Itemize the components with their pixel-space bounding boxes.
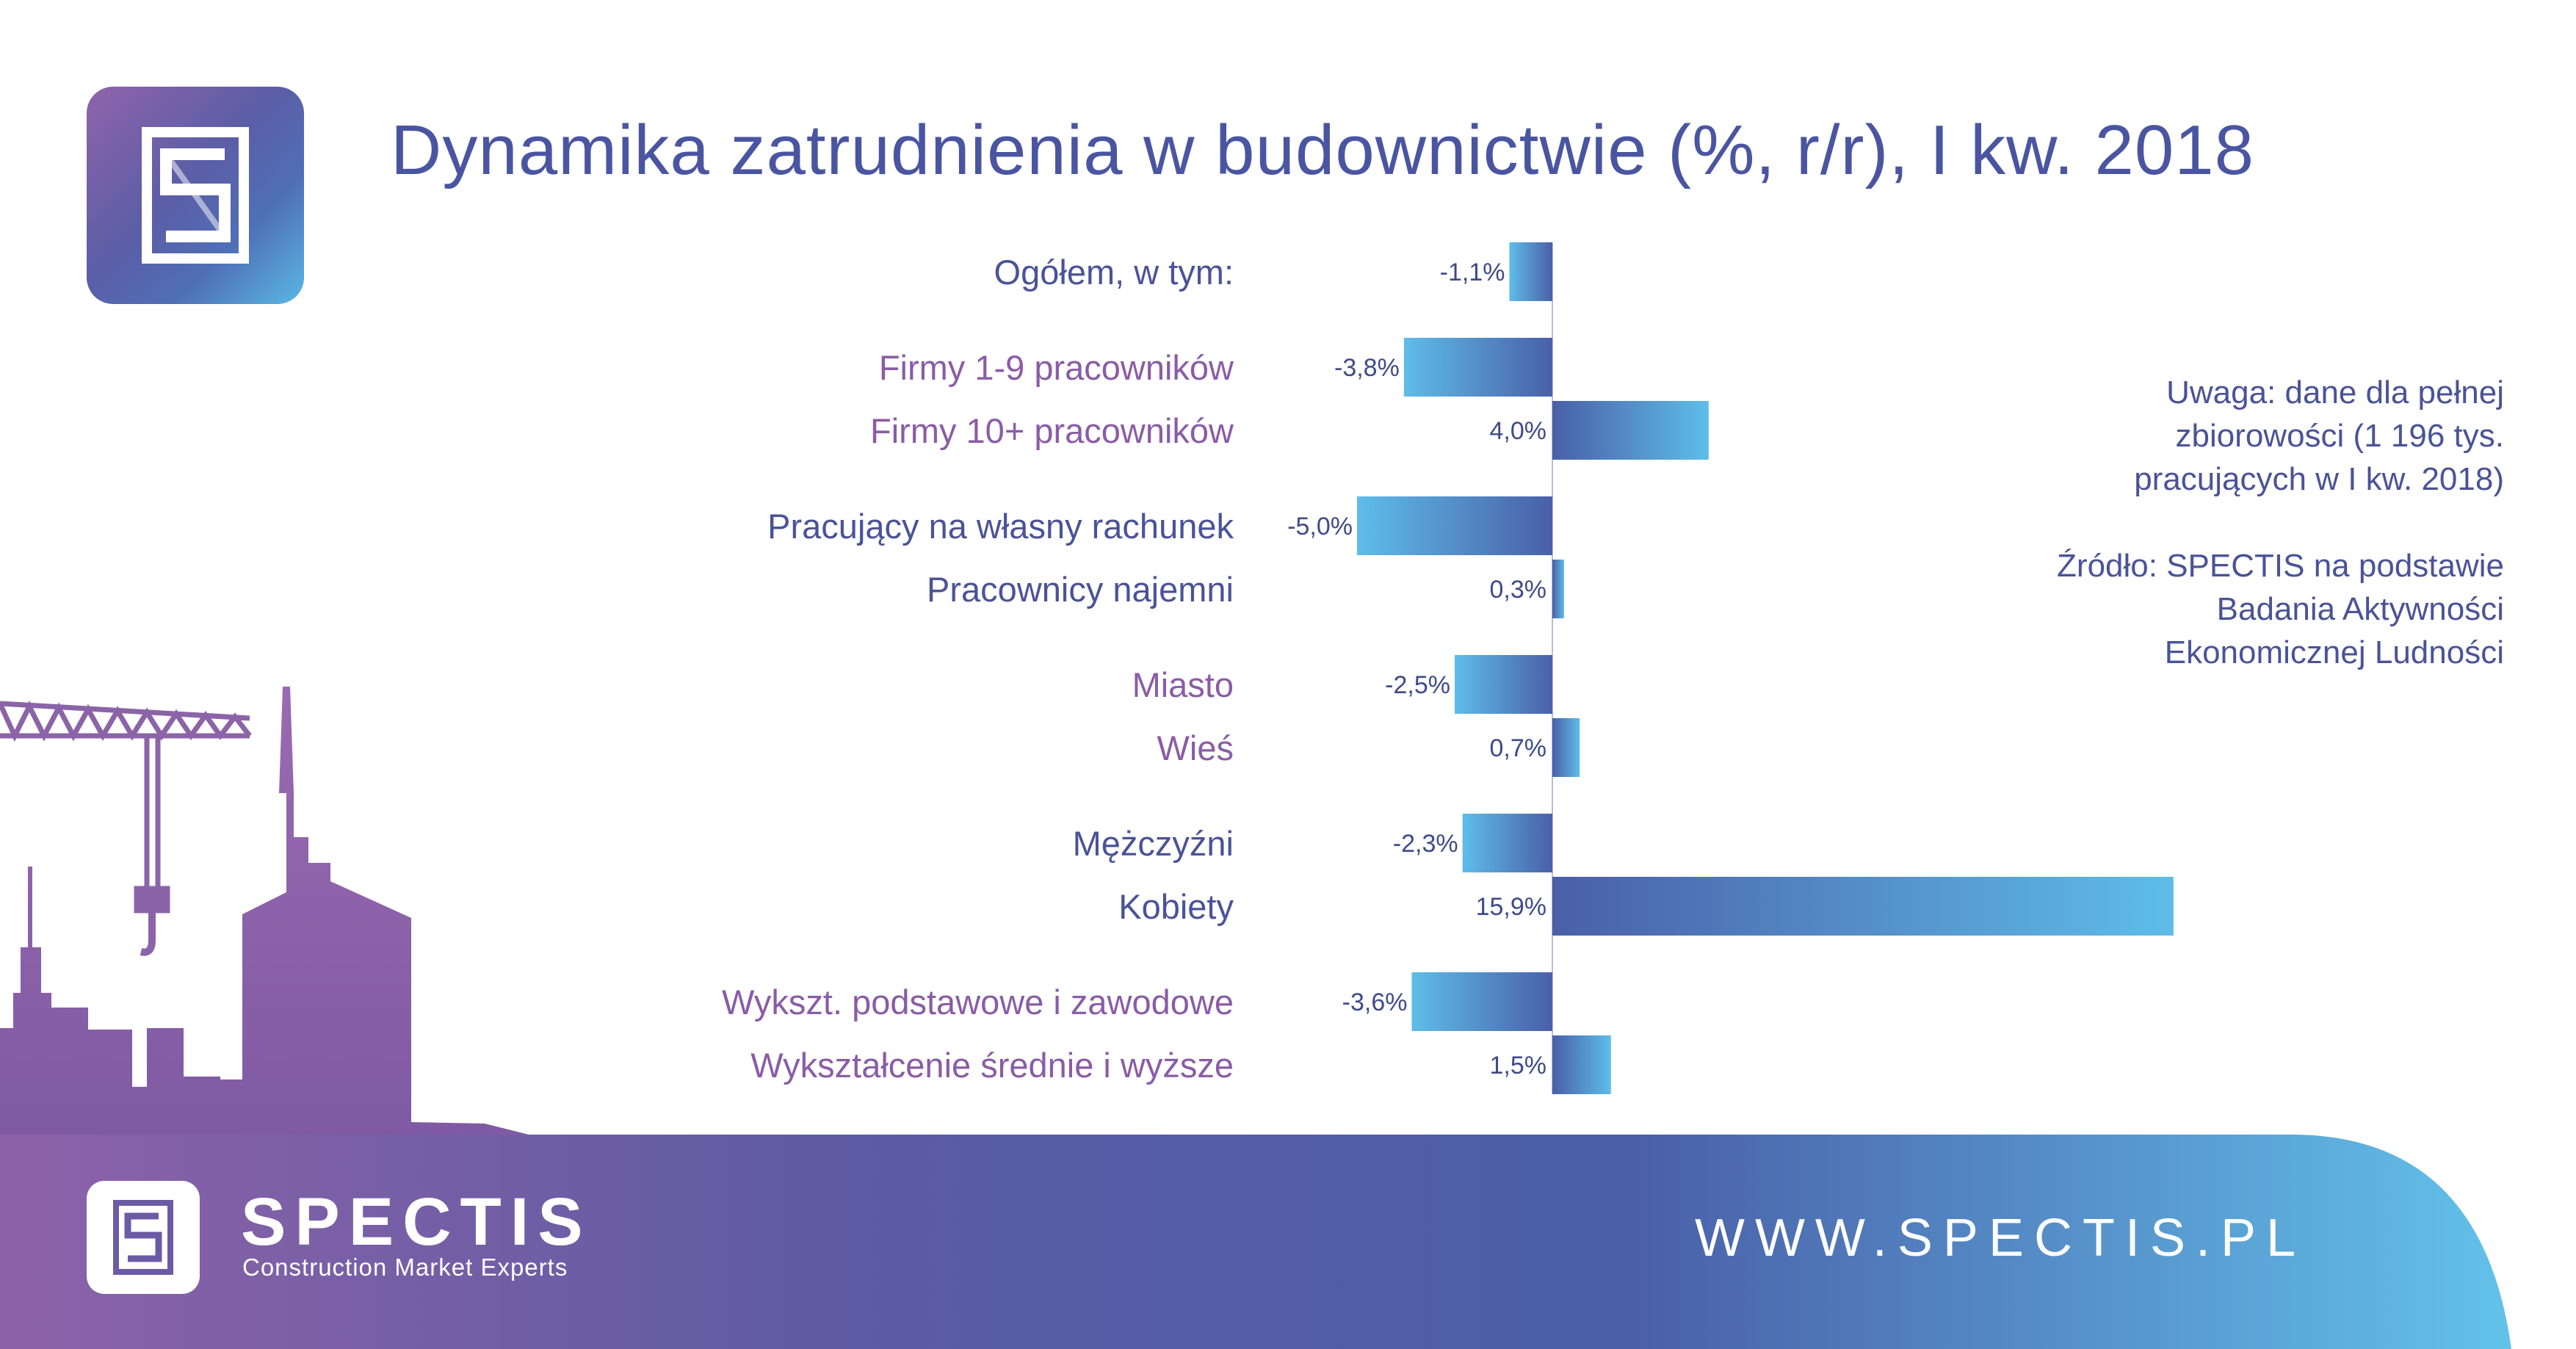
category-label: Pracujący na własny rachunek bbox=[767, 507, 1234, 546]
bar bbox=[1462, 814, 1552, 872]
data-label: -3,6% bbox=[1342, 988, 1408, 1016]
footer-bar bbox=[0, 1135, 2511, 1349]
source-line: Badania Aktywności bbox=[2216, 591, 2504, 627]
data-label: 15,9% bbox=[1476, 893, 1546, 921]
category-label: Firmy 1-9 pracowników bbox=[879, 348, 1234, 387]
data-label: -3,8% bbox=[1334, 354, 1400, 382]
source-line: Ekonomicznej Ludności bbox=[2164, 634, 2504, 670]
source-line: Źródło: SPECTIS na podstawie bbox=[2057, 548, 2504, 584]
data-label: -2,5% bbox=[1385, 671, 1450, 699]
category-label: Ogółem, w tym: bbox=[994, 253, 1234, 292]
category-label: Miasto bbox=[1132, 665, 1234, 704]
data-label: 1,5% bbox=[1490, 1052, 1547, 1079]
bar bbox=[1455, 655, 1552, 714]
data-label: -1,1% bbox=[1440, 258, 1505, 286]
bar bbox=[1552, 560, 1564, 618]
bar bbox=[1357, 496, 1552, 555]
category-label: Wieś bbox=[1157, 728, 1234, 767]
website-link[interactable]: WWW.SPECTIS.PL bbox=[1695, 1209, 2307, 1267]
category-label: Wykształcenie średnie i wyższe bbox=[750, 1046, 1234, 1085]
spectis-small-logo bbox=[87, 1181, 200, 1294]
buildings-icon bbox=[0, 687, 529, 1135]
bar bbox=[1552, 1035, 1611, 1094]
bar bbox=[1411, 972, 1552, 1031]
note-line: zbiorowości (1 196 tys. bbox=[2175, 418, 2504, 454]
chart-note: Uwaga: dane dla pełnej zbiorowości (1 19… bbox=[1843, 371, 2504, 674]
category-label: Pracownicy najemni bbox=[927, 570, 1234, 609]
category-label: Firmy 10+ pracowników bbox=[870, 411, 1234, 450]
bar bbox=[1552, 877, 2174, 936]
spectis-logo bbox=[87, 87, 304, 304]
data-label: 0,7% bbox=[1490, 734, 1547, 762]
data-label: -2,3% bbox=[1393, 830, 1458, 858]
bar bbox=[1552, 718, 1580, 777]
crane-icon bbox=[0, 701, 252, 956]
bar bbox=[1552, 401, 1709, 460]
data-label: -5,0% bbox=[1287, 513, 1353, 540]
bar bbox=[1403, 338, 1552, 397]
note-line: pracujących w I kw. 2018) bbox=[2134, 461, 2504, 497]
brand-tagline: Construction Market Experts bbox=[242, 1254, 568, 1281]
spectis-s-small-icon bbox=[113, 1200, 173, 1275]
bar bbox=[1509, 242, 1552, 301]
category-label: Kobiety bbox=[1118, 887, 1234, 926]
chart-title: Dynamika zatrudnienia w budownictwie (%,… bbox=[391, 111, 2255, 189]
brand-name: SPECTIS bbox=[241, 1185, 592, 1259]
spectis-s-icon bbox=[142, 127, 249, 264]
category-label: Wykszt. podstawowe i zawodowe bbox=[722, 983, 1234, 1021]
data-label: 4,0% bbox=[1490, 417, 1547, 445]
note-line: Uwaga: dane dla pełnej bbox=[2166, 375, 2504, 411]
data-label: 0,3% bbox=[1490, 576, 1547, 604]
category-label: Mężczyźni bbox=[1073, 824, 1234, 863]
